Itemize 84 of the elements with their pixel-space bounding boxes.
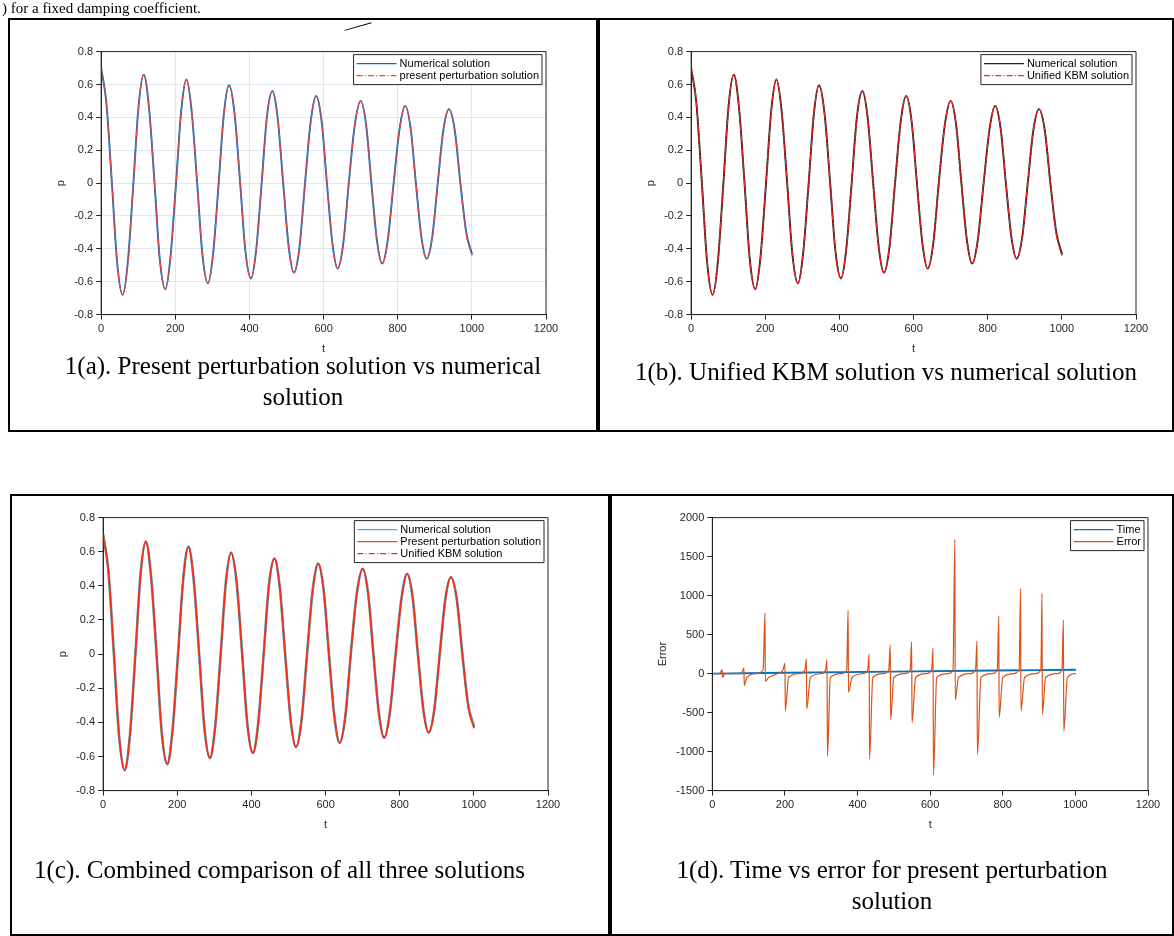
x-tick-label: 800 xyxy=(978,322,997,335)
legend-label: Present perturbation solution xyxy=(400,535,542,548)
y-tick-label: 0 xyxy=(698,666,705,679)
y-tick-label: -0.8 xyxy=(74,307,94,320)
legend-label: Error xyxy=(1116,535,1142,548)
x-tick-label: 200 xyxy=(166,322,185,335)
y-tick-label: 0.2 xyxy=(79,613,96,626)
x-tick-label: 400 xyxy=(830,322,849,335)
y-tick-label: -0.8 xyxy=(76,783,96,796)
y-tick-label: 2000 xyxy=(679,510,705,523)
x-tick-label: 600 xyxy=(904,322,923,335)
y-tick-label: 0.2 xyxy=(667,143,684,156)
y-axis-title: Error xyxy=(655,641,668,667)
y-tick-label: 1500 xyxy=(679,549,705,562)
x-axis-title: t xyxy=(928,818,932,831)
x-tick-label: 400 xyxy=(240,322,259,335)
y-tick-label: 0.2 xyxy=(77,143,94,156)
x-tick-label: 0 xyxy=(709,798,716,811)
x-tick-label: 600 xyxy=(314,322,333,335)
text: 1(c). Combined comparison of all three solutions xyxy=(34,855,526,885)
y-axis-title: p xyxy=(55,651,68,658)
x-tick-label: 800 xyxy=(388,322,407,335)
y-tick-label: 0.6 xyxy=(79,544,96,557)
y-tick-label: -0.4 xyxy=(664,241,684,254)
x-tick-label: 1200 xyxy=(1135,798,1161,811)
legend-label: Numerical solution xyxy=(399,57,491,70)
text: 1(d). Time vs error for present perturbation solution xyxy=(675,855,1109,916)
y-tick-label: 0.6 xyxy=(77,77,94,90)
x-tick-label: 600 xyxy=(920,798,940,811)
y-tick-label: 500 xyxy=(685,627,705,640)
x-tick-label: 0 xyxy=(98,322,105,335)
x-tick-label: 400 xyxy=(848,798,867,811)
y-tick-label: 1000 xyxy=(679,588,705,601)
y-tick-label: -0.6 xyxy=(74,274,94,287)
legend-label: Numerical solution xyxy=(1026,57,1118,70)
x-tick-label: 200 xyxy=(168,798,187,811)
y-tick-label: -0.4 xyxy=(74,241,94,254)
x-axis-title: t xyxy=(322,342,326,355)
y-tick-label: -1000 xyxy=(676,744,705,757)
x-tick-label: 200 xyxy=(775,798,795,811)
legend-label: Unified KBM solution xyxy=(400,547,503,560)
y-tick-label: 0.4 xyxy=(77,110,94,123)
x-tick-label: 1200 xyxy=(533,322,559,335)
y-tick-label: -500 xyxy=(682,705,705,718)
y-tick-label: -0.2 xyxy=(664,209,684,222)
y-tick-label: -0.2 xyxy=(74,209,94,222)
x-tick-label: 1200 xyxy=(535,798,561,811)
x-tick-label: 800 xyxy=(390,798,409,811)
y-tick-label: -0.8 xyxy=(664,307,684,320)
y-axis-title: p xyxy=(53,180,66,187)
x-axis-title: t xyxy=(324,818,328,831)
x-tick-label: 1000 xyxy=(461,798,487,811)
text: ) for a fixed damping coefficient. xyxy=(2,0,201,17)
x-tick-label: 600 xyxy=(316,798,335,811)
y-tick-label: -0.2 xyxy=(76,681,96,694)
x-tick-label: 1200 xyxy=(1123,322,1149,335)
x-tick-label: 200 xyxy=(756,322,775,335)
y-tick-label: 0.8 xyxy=(79,510,96,523)
legend-label: Numerical solution xyxy=(400,523,491,536)
y-tick-label: 0.4 xyxy=(667,110,684,123)
y-tick-label: 0.6 xyxy=(667,77,684,90)
y-tick-label: -0.6 xyxy=(664,274,684,287)
x-tick-label: 800 xyxy=(993,798,1012,811)
legend-label: present perturbation solution xyxy=(399,69,540,82)
legend-label: Unified KBM solution xyxy=(1026,69,1129,82)
y-tick-label: -1500 xyxy=(676,783,705,796)
x-tick-label: 0 xyxy=(100,798,107,811)
x-tick-label: 1000 xyxy=(1063,798,1088,811)
y-tick-label: 0 xyxy=(89,647,96,660)
text: 1(a). Present perturbation solution vs numerical solution xyxy=(63,352,543,412)
x-tick-label: 1000 xyxy=(1049,322,1075,335)
text: 1(b). Unified KBM solution vs numerical solution xyxy=(633,357,1138,387)
y-tick-label: 0 xyxy=(87,176,94,189)
y-tick-label: 0.8 xyxy=(77,44,94,57)
y-tick-label: -0.6 xyxy=(76,749,96,762)
y-tick-label: 0 xyxy=(677,176,684,189)
legend-label: Time xyxy=(1116,523,1141,536)
y-axis-title: p xyxy=(643,180,656,187)
x-tick-label: 400 xyxy=(242,798,261,811)
x-tick-label: 1000 xyxy=(459,322,485,335)
y-tick-label: 0.4 xyxy=(79,578,96,591)
y-tick-label: 0.8 xyxy=(667,44,684,57)
y-tick-label: -0.4 xyxy=(76,715,96,728)
x-axis-title: t xyxy=(912,342,916,355)
